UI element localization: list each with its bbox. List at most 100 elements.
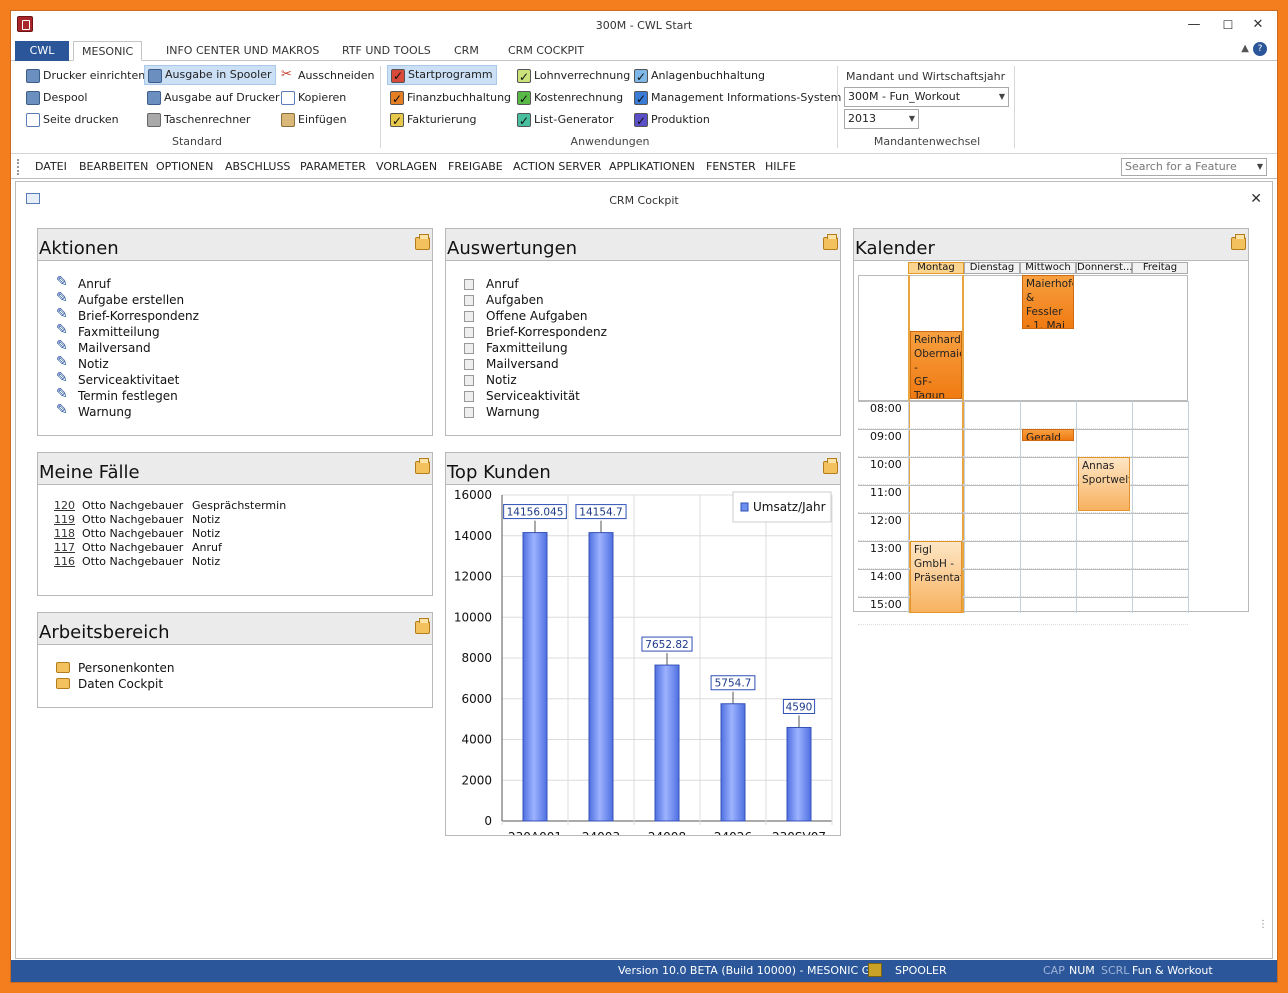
chart-bar[interactable] <box>522 532 548 822</box>
chart-bar[interactable] <box>786 726 812 822</box>
produktion-button[interactable]: Produktion <box>631 110 713 131</box>
aktion-item[interactable]: Mailversand <box>56 338 151 355</box>
help-icon[interactable]: ? <box>1253 42 1267 56</box>
aktion-item[interactable]: Warnung <box>56 402 132 419</box>
case-number-link[interactable]: 116 <box>54 555 75 568</box>
case-row[interactable]: 117 Otto Nachgebauer Anruf <box>54 541 414 555</box>
close-button[interactable]: ✕ <box>1252 17 1264 32</box>
menu-parameter[interactable]: PARAMETER <box>300 160 366 173</box>
drucker-einrichten-button[interactable]: Drucker einrichten <box>23 66 148 86</box>
ausgabe-spooler-button[interactable]: Ausgabe in Spooler <box>144 65 276 85</box>
calendar-appointment[interactable]: Figl GmbH - Präsentati <box>910 541 962 613</box>
finanzbuchhaltung-button[interactable]: Finanzbuchhaltung <box>387 88 514 109</box>
menu-freigabe[interactable]: FREIGABE <box>448 160 503 173</box>
calendar-appointment[interactable]: Gerald <box>1022 429 1074 441</box>
kostenrechnung-button[interactable]: Kostenrechnung <box>514 88 626 109</box>
auswertung-item[interactable]: Brief-Korrespondenz <box>464 325 607 339</box>
case-number-link[interactable]: 118 <box>54 527 75 540</box>
minimize-button[interactable]: — <box>1187 17 1201 32</box>
calendar-appointment[interactable]: Reinhard Obermaie - GF-Tagun <box>910 331 962 399</box>
calendar-day-header[interactable]: Mittwoch <box>1020 262 1076 274</box>
anlagenbuchhaltung-button[interactable]: Anlagenbuchhaltung <box>631 66 768 87</box>
menu-datei[interactable]: DATEI <box>35 160 67 173</box>
auswertung-item[interactable]: Anruf <box>464 277 519 291</box>
chart-bar[interactable] <box>654 664 680 822</box>
aktion-item[interactable]: Notiz <box>56 354 109 371</box>
menu-hilfe[interactable]: HILFE <box>765 160 796 173</box>
fakturierung-button[interactable]: Fakturierung <box>387 110 480 131</box>
calendar-day-header[interactable]: Donnerst... <box>1076 262 1133 274</box>
window-icon[interactable] <box>26 193 40 204</box>
calendar-appointment[interactable]: Annas Sportwelt <box>1078 457 1130 511</box>
chart-bar[interactable] <box>720 703 746 822</box>
auswertung-item[interactable]: Notiz <box>464 373 517 387</box>
calendar-day-header[interactable]: Freitag <box>1132 262 1188 274</box>
resize-grip-icon[interactable]: ⋮ <box>1258 919 1268 930</box>
case-row[interactable]: 119 Otto Nachgebauer Notiz <box>54 513 414 527</box>
menu-optionen[interactable]: OPTIONEN <box>156 160 214 173</box>
menu-action-server[interactable]: ACTION SERVER <box>513 160 602 173</box>
seite-drucken-button[interactable]: Seite drucken <box>23 110 122 130</box>
startprogramm-button[interactable]: Startprogramm <box>387 65 497 85</box>
folder-icon[interactable] <box>415 234 430 250</box>
tab-mesonic[interactable]: MESONIC <box>73 41 143 61</box>
auswertung-item[interactable]: Serviceaktivität <box>464 389 580 403</box>
folder-icon[interactable] <box>415 458 430 474</box>
auswertung-item[interactable]: Warnung <box>464 405 540 419</box>
auswertung-item[interactable]: Faxmitteilung <box>464 341 568 355</box>
management-informations-system-button[interactable]: Management Informations-System <box>631 88 844 109</box>
menu-fenster[interactable]: FENSTER <box>706 160 756 173</box>
tab-crm-cockpit[interactable]: CRM COCKPIT <box>508 44 585 57</box>
aktion-item[interactable]: Serviceaktivitaet <box>56 370 179 387</box>
tab-info-center[interactable]: INFO CENTER UND MAKROS <box>166 44 320 57</box>
menu-abschluss[interactable]: ABSCHLUSS <box>225 160 291 173</box>
chart-bar[interactable] <box>588 532 614 822</box>
app-icon[interactable] <box>17 16 33 32</box>
spooler-icon[interactable] <box>868 963 882 977</box>
mandant-select[interactable]: 300M - Fun_Workout ▼ <box>844 87 1009 107</box>
kopieren-button[interactable]: Kopieren <box>278 88 349 108</box>
aktion-item[interactable]: Aufgabe erstellen <box>56 290 184 307</box>
spooler-text[interactable]: SPOOLER <box>895 964 947 977</box>
folder-icon[interactable] <box>415 618 430 634</box>
menu-bearbeiten[interactable]: BEARBEITEN <box>79 160 149 173</box>
daten-cockpit-link[interactable]: Daten Cockpit <box>56 677 163 691</box>
collapse-ribbon-icon[interactable]: ▲ <box>1241 43 1249 54</box>
ausgabe-drucker-button[interactable]: Ausgabe auf Drucker <box>144 88 283 108</box>
menu-applikationen[interactable]: APPLIKATIONEN <box>609 160 695 173</box>
folder-icon[interactable] <box>823 458 838 474</box>
calendar-day-header[interactable]: Montag <box>908 262 964 274</box>
tab-rtf-tools[interactable]: RTF UND TOOLS <box>342 44 431 57</box>
case-row[interactable]: 120 Otto Nachgebauer Gesprächstermin <box>54 499 414 513</box>
tab-crm[interactable]: CRM <box>454 44 479 57</box>
case-row[interactable]: 116 Otto Nachgebauer Notiz <box>54 555 414 569</box>
aktion-item[interactable]: Anruf <box>56 274 111 291</box>
doc-close-button[interactable]: ✕ <box>1250 191 1262 207</box>
aktion-item[interactable]: Termin festlegen <box>56 386 178 403</box>
lohnverrechnung-button[interactable]: Lohnverrechnung <box>514 66 633 87</box>
folder-icon[interactable] <box>1231 234 1246 250</box>
case-number-link[interactable]: 120 <box>54 499 75 512</box>
maximize-button[interactable]: ☐ <box>1222 18 1234 32</box>
ausschneiden-button[interactable]: Ausschneiden <box>278 65 378 86</box>
list-generator-button[interactable]: List-Generator <box>514 110 616 131</box>
year-select[interactable]: 2013 ▼ <box>844 109 919 129</box>
aktion-item[interactable]: Faxmitteilung <box>56 322 160 339</box>
einfuegen-button[interactable]: Einfügen <box>278 110 350 130</box>
tab-cwl[interactable]: CWL <box>15 41 69 61</box>
taschenrechner-button[interactable]: Taschenrechner <box>144 110 253 130</box>
case-number-link[interactable]: 117 <box>54 541 75 554</box>
feature-search-input[interactable]: Search for a Feature ▼ <box>1121 158 1267 176</box>
personenkonten-link[interactable]: Personenkonten <box>56 661 174 675</box>
case-number-link[interactable]: 119 <box>54 513 75 526</box>
menu-vorlagen[interactable]: VORLAGEN <box>376 160 438 173</box>
calendar-day-header[interactable]: Dienstag <box>964 262 1020 274</box>
aktion-item[interactable]: Brief-Korrespondenz <box>56 306 199 323</box>
calendar-appointment[interactable]: Maierhofe & Fessler - 1. Mai <box>1022 275 1074 329</box>
auswertung-item[interactable]: Offene Aufgaben <box>464 309 588 323</box>
auswertung-item[interactable]: Aufgaben <box>464 293 544 307</box>
auswertung-item[interactable]: Mailversand <box>464 357 559 371</box>
despool-button[interactable]: Despool <box>23 88 90 108</box>
case-row[interactable]: 118 Otto Nachgebauer Notiz <box>54 527 414 541</box>
folder-icon[interactable] <box>823 234 838 250</box>
